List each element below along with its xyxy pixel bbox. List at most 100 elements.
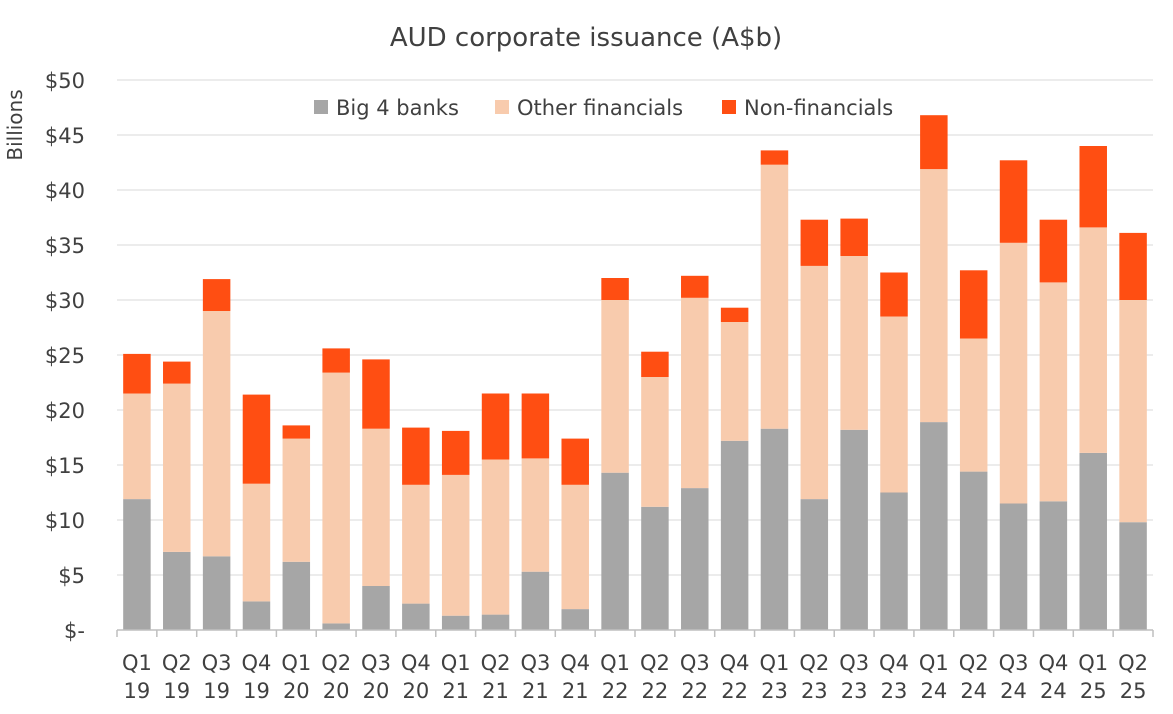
bar-segment-non-financials (441, 430, 470, 475)
x-tick-label-quarter: Q4 (401, 651, 431, 675)
x-tick-label-year: 22 (721, 679, 748, 703)
bar-segment-big-4-banks (202, 556, 231, 630)
legend-label: Other financials (517, 96, 683, 120)
bar-segment-non-financials (641, 351, 669, 377)
bar-segment-big-4-banks (999, 503, 1028, 630)
x-tick-label-quarter: Q3 (202, 651, 232, 675)
bar-segment-non-financials (681, 275, 709, 298)
x-tick-label: Q4 24 (1038, 651, 1068, 703)
axes (116, 629, 1154, 637)
x-tick-label-year: 23 (761, 679, 788, 703)
bar-segment-big-4-banks (481, 614, 510, 630)
bar-segment-big-4-banks (880, 492, 908, 630)
x-tick-label: Q1 22 (600, 651, 630, 703)
bar-segment-other-financials (840, 256, 868, 430)
x-tick-label-year: 25 (1080, 679, 1107, 703)
x-tick-label-year: 23 (881, 679, 908, 703)
x-tick-label-year: 20 (363, 679, 390, 703)
x-tick-label: Q3 19 (202, 651, 232, 703)
bar-segment-non-financials (760, 150, 789, 165)
x-tick-label: Q2 25 (1118, 651, 1148, 703)
x-tick-label: Q1 21 (441, 651, 471, 703)
x-tick-label-year: 22 (681, 679, 708, 703)
bar-segment-big-4-banks (123, 499, 151, 630)
bar-segment-non-financials (601, 278, 629, 300)
bar-segment-non-financials (402, 427, 430, 485)
bar-segment-big-4-banks (840, 429, 868, 630)
bar-segment-non-financials (481, 393, 510, 460)
x-tick-label-year: 21 (442, 679, 469, 703)
x-tick-label-quarter: Q1 (122, 651, 152, 675)
bar-segment-other-financials (681, 297, 709, 489)
bar-segment-big-4-banks (441, 615, 470, 630)
x-tick-label-quarter: Q2 (959, 651, 989, 675)
bar-segment-other-financials (163, 383, 191, 552)
bar-segment-big-4-banks (1119, 522, 1147, 630)
x-tick-label-quarter: Q1 (919, 651, 949, 675)
y-tick-label: $10 (45, 509, 85, 533)
bar-segment-non-financials (521, 393, 550, 459)
x-tick-label: Q2 21 (481, 651, 511, 703)
x-tick-label: Q4 23 (879, 651, 909, 703)
x-tick-label-quarter: Q1 (281, 651, 311, 675)
bar-segment-big-4-banks (760, 428, 789, 630)
x-tick-label-quarter: Q3 (361, 651, 391, 675)
bar-segment-other-financials (641, 377, 669, 507)
x-tick-label: Q3 21 (520, 651, 550, 703)
y-tick-label: $25 (45, 344, 85, 368)
legend: Big 4 banks Other financials Non-financial… (314, 96, 893, 120)
x-tick-label: Q3 23 (839, 651, 869, 703)
bar-segment-big-4-banks (322, 623, 350, 630)
x-tick-label-quarter: Q1 (760, 651, 790, 675)
bar-segment-non-financials (362, 359, 390, 429)
x-tick-label-year: 21 (562, 679, 589, 703)
x-tick-label: Q3 22 (680, 651, 710, 703)
bar-segment-big-4-banks (1079, 452, 1107, 630)
bar-segment-other-financials (242, 483, 271, 602)
bar-segment-other-financials (362, 428, 390, 586)
bar-segment-other-financials (880, 316, 908, 493)
bar-segment-big-4-banks (242, 601, 271, 630)
x-tick-label: Q4 20 (401, 651, 431, 703)
chart-title: AUD corporate issuance (A$b) (390, 23, 782, 53)
y-tick-label: $45 (45, 124, 85, 148)
legend-item: Other financials (495, 96, 683, 120)
bar-segment-other-financials (720, 322, 749, 441)
x-tick-label: Q4 21 (560, 651, 590, 703)
x-tick-label: Q1 23 (760, 651, 790, 703)
bar-segment-other-financials (202, 311, 231, 557)
x-tick-label: Q1 19 (122, 651, 152, 703)
x-tick-label-year: 19 (203, 679, 230, 703)
x-tick-label-year: 22 (642, 679, 669, 703)
x-tick-label: Q1 24 (919, 651, 949, 703)
bar-segment-non-financials (163, 361, 191, 384)
x-tick-label-year: 20 (402, 679, 429, 703)
x-tick-label: Q2 22 (640, 651, 670, 703)
y-tick-label: $- (64, 619, 85, 643)
y-tick-label: $5 (58, 564, 85, 588)
x-tick-label: Q3 24 (999, 651, 1029, 703)
x-tick-label: Q1 20 (281, 651, 311, 703)
legend-swatch (495, 100, 509, 114)
bar-segment-non-financials (1119, 232, 1147, 300)
y-tick-label: $50 (45, 69, 85, 93)
x-tick-label: Q4 22 (720, 651, 750, 703)
bar-segment-other-financials (441, 474, 470, 616)
bar-segment-other-financials (561, 484, 589, 610)
bar-segment-big-4-banks (800, 499, 829, 630)
x-tick-label-year: 19 (163, 679, 190, 703)
bar-segment-big-4-banks (601, 472, 629, 630)
x-tick-label-quarter: Q4 (242, 651, 272, 675)
x-tick-label-quarter: Q4 (720, 651, 750, 675)
bar-segment-non-financials (1039, 219, 1068, 283)
x-tick-label-quarter: Q2 (640, 651, 670, 675)
bar-segment-other-financials (760, 164, 789, 429)
y-tick-label: $30 (45, 289, 85, 313)
x-tick-label-year: 24 (920, 679, 947, 703)
bar-segment-big-4-banks (362, 586, 390, 630)
x-tick-label-quarter: Q2 (1118, 651, 1148, 675)
bar-segment-big-4-banks (521, 571, 550, 630)
